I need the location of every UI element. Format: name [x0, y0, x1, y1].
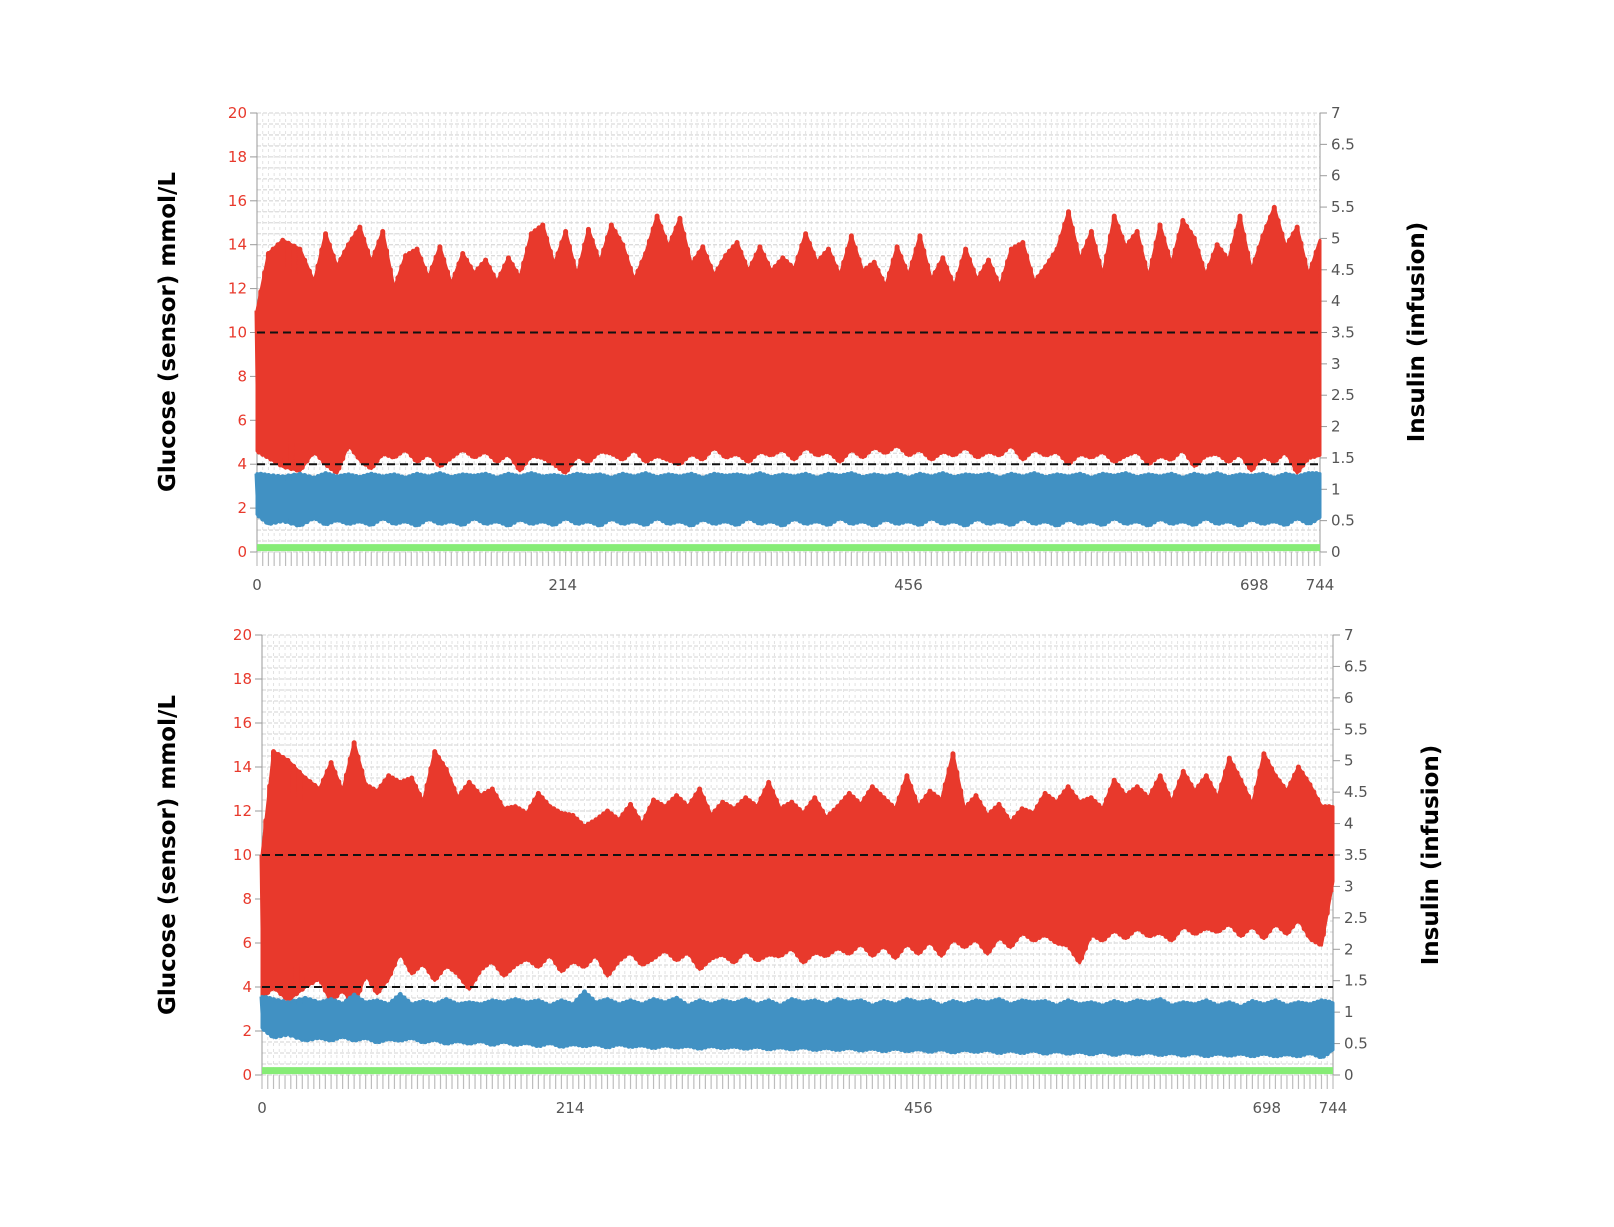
- x-tick-label: 698: [1240, 576, 1269, 594]
- y-tick-label-left: 10: [228, 324, 247, 342]
- y-tick-label-left: 8: [242, 890, 252, 908]
- y-tick-label-right: 1: [1331, 480, 1341, 498]
- y-tick-label-left: 2: [237, 499, 247, 517]
- y-tick-label-left: 18: [228, 148, 247, 166]
- y-tick-label-right: 7: [1331, 104, 1341, 122]
- y-tick-label-left: 14: [233, 758, 252, 776]
- series-line: [254, 204, 1321, 475]
- x-tick-label: 0: [257, 1099, 267, 1117]
- y-tick-label-right: 4: [1331, 292, 1341, 310]
- x-tick-label: 456: [894, 576, 923, 594]
- y-tick-label-right: 6: [1331, 167, 1341, 185]
- y-tick-label-right: 1.5: [1344, 972, 1368, 990]
- series-insulin: [254, 471, 1322, 528]
- y-axis-title-insulin: Insulin (infusion): [1404, 222, 1430, 443]
- y-tick-label-right: 6.5: [1331, 135, 1355, 153]
- y-tick-label-left: 12: [228, 280, 247, 298]
- series-insulin: [259, 989, 1335, 1060]
- y-tick-label-right: 0: [1344, 1066, 1354, 1084]
- y-tick-label-left: 6: [242, 934, 252, 952]
- y-tick-label-left: 0: [242, 1066, 252, 1084]
- x-minor-ticks: [256, 552, 1321, 566]
- y-tick-label-right: 2: [1344, 940, 1354, 958]
- series-line: [254, 471, 1321, 528]
- series-glucose: [254, 204, 1322, 475]
- y-tick-label-left: 2: [242, 1022, 252, 1040]
- y-tick-label-right: 4.5: [1344, 783, 1368, 801]
- x-minor-ticks: [261, 1075, 1334, 1089]
- y-tick-label-left: 4: [237, 455, 247, 473]
- x-tick-label: 456: [904, 1099, 933, 1117]
- y-tick-label-right: 0.5: [1331, 512, 1355, 530]
- y-tick-label-right: 4.5: [1331, 261, 1355, 279]
- y-tick-label-right: 2.5: [1344, 909, 1368, 927]
- y-tick-label-left: 18: [233, 670, 252, 688]
- y-tick-label-right: 6: [1344, 689, 1354, 707]
- x-tick-label: 214: [556, 1099, 585, 1117]
- y-tick-label-left: 16: [233, 714, 252, 732]
- y-tick-label-left: 12: [233, 802, 252, 820]
- y-tick-label-left: 6: [237, 411, 247, 429]
- y-tick-label-right: 5: [1331, 229, 1341, 247]
- y-tick-label-right: 0.5: [1344, 1035, 1368, 1053]
- y-tick-label-right: 1: [1344, 1003, 1354, 1021]
- x-tick-label: 214: [548, 576, 577, 594]
- y-axis-title-glucose: Glucose (sensor) mmol/L: [155, 172, 181, 492]
- y-tick-label-left: 8: [237, 367, 247, 385]
- y-axis-title-glucose: Glucose (sensor) mmol/L: [155, 695, 181, 1015]
- y-tick-label-right: 5.5: [1344, 720, 1368, 738]
- y-axis-title-insulin: Insulin (infusion): [1418, 745, 1444, 966]
- y-tick-label-left: 4: [242, 978, 252, 996]
- y-tick-label-right: 4: [1344, 815, 1354, 833]
- y-tick-label-right: 0: [1331, 543, 1341, 561]
- y-tick-label-right: 2.5: [1331, 386, 1355, 404]
- series-line: [259, 989, 1334, 1060]
- series-glucose: [259, 740, 1335, 1009]
- y-tick-label-right: 6.5: [1344, 657, 1368, 675]
- y-tick-label-left: 0: [237, 543, 247, 561]
- y-tick-label-right: 3: [1331, 355, 1341, 373]
- y-tick-label-right: 3.5: [1331, 324, 1355, 342]
- x-tick-label: 744: [1319, 1099, 1348, 1117]
- chart-bottom: Glucose (sensor) mmol/L Insulin (infusio…: [155, 626, 1444, 1117]
- y-tick-label-right: 3.5: [1344, 846, 1368, 864]
- chart-top: Glucose (sensor) mmol/L Insulin (infusio…: [155, 104, 1430, 594]
- y-tick-label-left: 10: [233, 846, 252, 864]
- y-tick-label-right: 7: [1344, 626, 1354, 644]
- x-tick-label: 698: [1252, 1099, 1281, 1117]
- x-tick-label: 744: [1306, 576, 1335, 594]
- y-tick-label-right: 5: [1344, 752, 1354, 770]
- y-tick-label-left: 20: [228, 104, 247, 122]
- y-tick-label-right: 2: [1331, 418, 1341, 436]
- y-tick-label-right: 1.5: [1331, 449, 1355, 467]
- y-tick-label-right: 5.5: [1331, 198, 1355, 216]
- series-line: [259, 740, 1334, 1007]
- y-tick-label-left: 14: [228, 236, 247, 254]
- y-tick-label-left: 20: [233, 626, 252, 644]
- y-tick-label-right: 3: [1344, 877, 1354, 895]
- y-tick-label-left: 16: [228, 192, 247, 210]
- x-tick-label: 0: [252, 576, 262, 594]
